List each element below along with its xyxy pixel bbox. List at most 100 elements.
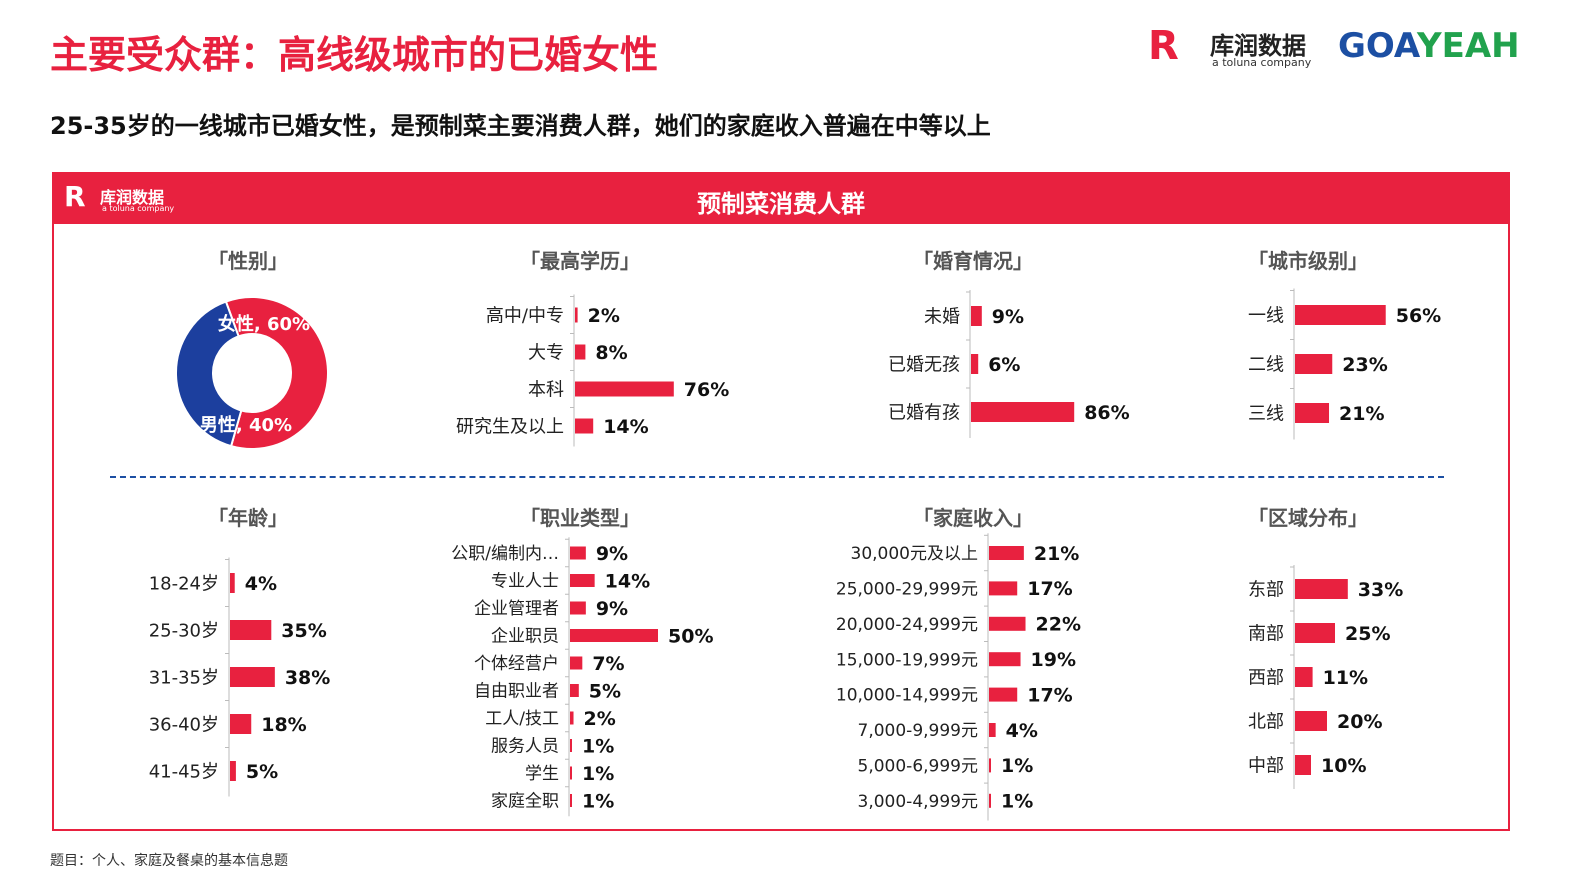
region-bar (1295, 755, 1311, 775)
kurun-logo: R 库润数据 a toluna company (1148, 26, 1324, 70)
occupation-value-label: 2% (584, 708, 616, 730)
income-value-label: 4% (1006, 720, 1038, 742)
panel-logo-mark: R (64, 180, 86, 213)
marriage-bar (971, 306, 982, 326)
education-category-label: 本科 (528, 379, 564, 400)
occupation-bar (570, 739, 572, 752)
age-category-label: 25-30岁 (149, 620, 219, 641)
kurun-logo-sub: a toluna company (1212, 56, 1312, 69)
region-value-label: 11% (1323, 667, 1368, 689)
marriage-value-label: 6% (988, 354, 1020, 376)
age-category-label: 36-40岁 (149, 714, 219, 735)
occupation-value-label: 50% (668, 625, 713, 647)
income-value-label: 1% (1001, 755, 1033, 777)
income-category-label: 10,000-14,999元 (836, 686, 978, 706)
page-title: 主要受众群：高线级城市的已婚女性 (50, 33, 659, 77)
income-category-label: 7,000-9,999元 (858, 721, 978, 741)
panel-logo-sub: a toluna company (102, 204, 175, 213)
occupation-value-label: 9% (596, 598, 628, 620)
region-bar (1295, 623, 1335, 643)
income-category-label: 20,000-24,999元 (836, 615, 978, 635)
panel-title: 预制菜消费人群 (697, 190, 865, 218)
occupation-bar (570, 629, 658, 642)
region-category-label: 西部 (1248, 667, 1284, 688)
income-value-label: 21% (1034, 543, 1079, 565)
city-category-label: 一线 (1248, 305, 1284, 326)
section-divider (110, 476, 1444, 478)
occupation-value-label: 14% (605, 570, 650, 592)
occupation-category-label: 公职/编制内… (451, 544, 559, 564)
income-bar (989, 616, 1026, 631)
education-bar (575, 418, 594, 434)
region-value-label: 33% (1358, 579, 1403, 601)
age-value-label: 5% (246, 761, 278, 783)
income-category-label: 25,000-29,999元 (836, 580, 978, 600)
occupation-chart-title: 「职业类型」 (520, 506, 640, 530)
occupation-bar (570, 711, 574, 725)
occupation-bar (570, 601, 586, 615)
gender-slice-label: 男性, 40% (200, 414, 292, 436)
city-category-label: 二线 (1248, 354, 1284, 375)
goayeah-logo-left: GOA (1338, 26, 1417, 66)
city-category-label: 三线 (1248, 403, 1284, 424)
occupation-category-label: 工人/技工 (485, 709, 559, 729)
panel-logo-name: 库润数据 (100, 188, 165, 207)
occupation-category-label: 个体经营户 (474, 654, 559, 674)
income-bar (989, 687, 1018, 702)
marriage-value-label: 9% (992, 306, 1024, 328)
region-bar (1295, 579, 1348, 599)
goayeah-logo-right: YEAH (1416, 26, 1520, 66)
occupation-value-label: 1% (582, 763, 614, 785)
occupation-bar (570, 766, 572, 780)
income-value-label: 17% (1027, 578, 1072, 600)
marriage-value-label: 86% (1084, 402, 1129, 424)
region-bar (1295, 667, 1313, 687)
gender-slice (224, 296, 329, 450)
income-bar (989, 546, 1024, 560)
city-value-label: 21% (1339, 403, 1384, 425)
marriage-category-label: 已婚无孩 (888, 354, 960, 375)
education-bar (575, 307, 578, 323)
income-bar (989, 758, 991, 773)
region-category-label: 北部 (1248, 711, 1284, 732)
age-value-label: 38% (285, 667, 330, 689)
goayeah-logo: GOAYEAH (1338, 26, 1520, 66)
income-bar (989, 793, 991, 808)
income-bar (989, 652, 1021, 667)
occupation-category-label: 学生 (525, 764, 559, 784)
occupation-category-label: 自由职业者 (474, 682, 559, 702)
age-bar (230, 761, 236, 781)
age-category-label: 18-24岁 (149, 573, 219, 594)
panel-header: R 库润数据 a toluna company 预制菜消费人群 (54, 174, 1508, 224)
region-bar (1295, 711, 1327, 731)
occupation-value-label: 1% (582, 735, 614, 757)
income-category-label: 3,000-4,999元 (858, 792, 978, 812)
age-bar (230, 620, 272, 640)
region-chart-title: 「区域分布」 (1248, 506, 1368, 530)
income-value-label: 1% (1001, 791, 1033, 813)
marriage-category-label: 未婚 (924, 306, 960, 327)
occupation-bar (570, 684, 579, 697)
city-value-label: 23% (1342, 354, 1387, 376)
education-value-label: 76% (684, 379, 729, 401)
page-subtitle: 25-35岁的一线城市已婚女性，是预制菜主要消费人群，她们的家庭收入普遍在中等以… (50, 112, 991, 140)
income-category-label: 5,000-6,999元 (858, 757, 978, 777)
education-value-label: 2% (588, 305, 620, 327)
marriage-bar (971, 402, 1075, 422)
region-category-label: 中部 (1248, 755, 1284, 776)
occupation-category-label: 企业职员 (491, 627, 559, 647)
occupation-bar (570, 794, 572, 807)
education-value-label: 14% (603, 416, 648, 438)
occupation-category-label: 企业管理者 (474, 599, 559, 619)
education-category-label: 大专 (528, 342, 564, 363)
city-bar (1295, 305, 1386, 325)
income-chart-title: 「家庭收入」 (913, 506, 1033, 530)
income-bar (989, 723, 996, 737)
education-bar (575, 381, 674, 397)
city-bar (1295, 403, 1330, 423)
region-value-label: 25% (1345, 623, 1390, 645)
marriage-chart-title: 「婚育情况」 (913, 249, 1033, 273)
marriage-bar (971, 354, 979, 374)
income-category-label: 15,000-19,999元 (836, 650, 978, 670)
